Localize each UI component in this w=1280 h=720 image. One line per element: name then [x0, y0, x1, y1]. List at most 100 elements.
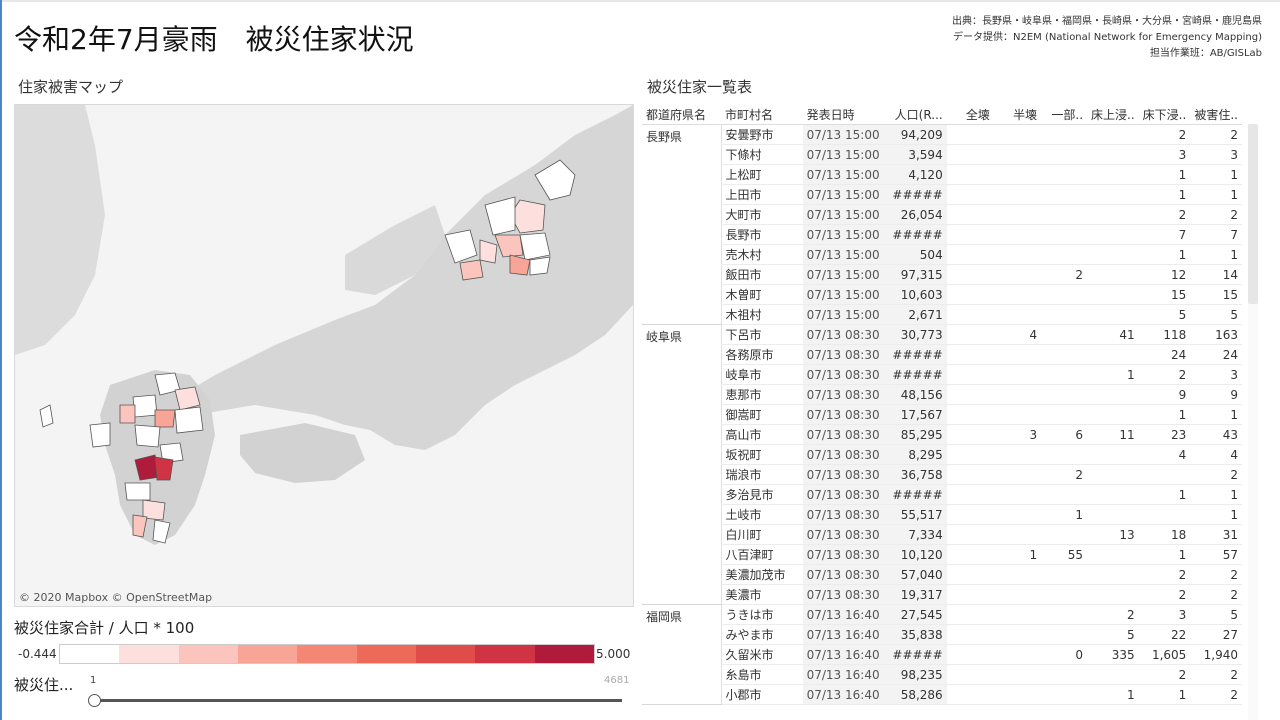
municipality-cell: 八百津町	[720, 544, 803, 565]
date-cell: 07/13 08:30	[802, 444, 884, 465]
slider-max-value: 4681	[604, 675, 630, 686]
table-row[interactable]: 飯田市 07/13 15:00 97,315 2 12 14	[642, 264, 1242, 285]
value-cell: 7	[1138, 224, 1191, 245]
date-cell: 07/13 08:30	[802, 384, 884, 405]
table-row[interactable]: 木曽町 07/13 15:00 10,603 15 15	[642, 284, 1242, 305]
value-cell: 3	[993, 424, 1042, 445]
value-cell	[946, 284, 994, 305]
date-cell: 07/13 15:00	[802, 124, 884, 145]
value-cell	[1087, 244, 1139, 265]
date-cell: 07/13 15:00	[802, 304, 884, 325]
table-row[interactable]: 坂祝町 07/13 08:30 8,295 4 4	[642, 444, 1242, 465]
page-title: 令和2年7月豪雨 被災住家状況	[14, 23, 414, 56]
value-cell: 3	[1190, 144, 1242, 165]
value-cell	[946, 164, 994, 185]
table-row[interactable]: 久留米市 07/13 16:40 ##### 0 335 1,605 1,940	[642, 644, 1242, 665]
value-cell: #####	[883, 484, 947, 505]
table-row[interactable]: 美濃市 07/13 08:30 19,317 2 2	[642, 584, 1242, 605]
column-header[interactable]: 市町村名	[721, 104, 803, 125]
value-cell: 13	[1087, 524, 1139, 545]
table-row[interactable]: 上田市 07/13 15:00 ##### 1 1	[642, 184, 1242, 205]
table-scroll-track[interactable]	[1248, 124, 1258, 720]
column-header[interactable]: 都道府県名	[642, 104, 721, 125]
municipality-cell: 糸島市	[720, 664, 803, 685]
value-cell: 1	[1138, 164, 1191, 185]
value-cell: 5	[1087, 624, 1139, 645]
table-row[interactable]: 売木村 07/13 15:00 504 1 1	[642, 244, 1242, 265]
value-cell: 10,120	[883, 544, 947, 565]
table-row[interactable]: 美濃加茂市 07/13 08:30 57,040 2 2	[642, 564, 1242, 585]
map-section-title: 住家被害マップ	[18, 78, 124, 96]
municipality-cell: 坂祝町	[720, 444, 803, 465]
table-row[interactable]: 各務原市 07/13 08:30 ##### 24 24	[642, 344, 1242, 365]
value-cell	[1041, 404, 1088, 425]
slider-track[interactable]	[94, 699, 622, 702]
table-row[interactable]: 長野県 安曇野市 07/13 15:00 94,209 2 2	[642, 124, 1242, 325]
value-cell: 2	[1138, 584, 1191, 605]
value-cell: 1	[1190, 184, 1242, 205]
table-row[interactable]: 高山市 07/13 08:30 85,295 3 6 11 23 43	[642, 424, 1242, 445]
table-row[interactable]: 瑞浪市 07/13 08:30 36,758 2 2	[642, 464, 1242, 485]
table-row[interactable]: 糸島市 07/13 16:40 98,235 2 2	[642, 664, 1242, 685]
value-cell: 1,940	[1190, 644, 1242, 665]
table-row[interactable]: 長野市 07/13 15:00 ##### 7 7	[642, 224, 1242, 245]
value-cell	[1041, 144, 1088, 165]
damage-map[interactable]: © 2020 Mapbox © OpenStreetMap	[14, 104, 634, 607]
value-cell: 48,156	[883, 384, 947, 405]
column-header[interactable]: 被害住..	[1190, 104, 1242, 125]
value-cell	[1041, 184, 1088, 205]
value-cell: 1	[1190, 484, 1242, 505]
value-cell	[946, 524, 994, 545]
value-cell	[1041, 684, 1088, 705]
date-cell: 07/13 16:40	[802, 664, 884, 685]
table-row[interactable]: 大町市 07/13 15:00 26,054 2 2	[642, 204, 1242, 225]
column-header[interactable]: 発表日時	[802, 104, 884, 125]
column-header[interactable]: 床下浸..	[1138, 104, 1191, 125]
column-header[interactable]: 床上浸..	[1087, 104, 1139, 125]
value-cell: 4,120	[883, 164, 947, 185]
value-cell: 4	[1138, 444, 1191, 465]
municipality-cell: 土岐市	[720, 504, 803, 525]
column-header[interactable]: 一部..	[1041, 104, 1088, 125]
table-row[interactable]: 多治見市 07/13 08:30 ##### 1 1	[642, 484, 1242, 505]
table-row[interactable]: 木祖村 07/13 15:00 2,671 5 5	[642, 304, 1242, 325]
table-row[interactable]: 上松町 07/13 15:00 4,120 1 1	[642, 164, 1242, 185]
column-header[interactable]: 全壊	[946, 104, 994, 125]
table-row[interactable]: 岐阜県 下呂市 07/13 08:30 30,773 4 41 118 163	[642, 324, 1242, 605]
column-header[interactable]: 半壊	[993, 104, 1042, 125]
value-cell: 5	[1138, 304, 1191, 325]
table-row[interactable]: 岐阜市 07/13 08:30 ##### 1 2 3	[642, 364, 1242, 385]
slider-handle[interactable]	[88, 694, 101, 707]
value-cell: 2	[1138, 364, 1191, 385]
value-cell: 5	[1190, 604, 1242, 625]
value-cell	[1041, 244, 1088, 265]
value-cell	[993, 464, 1042, 485]
value-cell: 94,209	[883, 124, 947, 145]
table-row[interactable]: みやま市 07/13 16:40 35,838 5 22 27	[642, 624, 1242, 645]
table-row[interactable]: 福岡県 うきは市 07/13 16:40 27,545 2 3 5	[642, 604, 1242, 705]
column-header[interactable]: 人口(R...	[883, 104, 947, 125]
table-row[interactable]: 恵那市 07/13 08:30 48,156 9 9	[642, 384, 1242, 405]
table-row[interactable]: 御嵩町 07/13 08:30 17,567 1 1	[642, 404, 1242, 425]
value-cell	[946, 444, 994, 465]
table-scrollbar-thumb[interactable]	[1248, 124, 1258, 304]
table-row[interactable]: 白川町 07/13 08:30 7,334 13 18 31	[642, 524, 1242, 545]
date-cell: 07/13 15:00	[802, 204, 884, 225]
damage-table[interactable]: 都道府県名 市町村名 発表日時 人口(R... 全壊 半壊 一部.. 床上浸.. 床下浸.. 被害…	[642, 104, 1242, 720]
municipality-cell: 大町市	[720, 204, 803, 225]
table-row[interactable]: 土岐市 07/13 08:30 55,517 1 1	[642, 504, 1242, 525]
map-attribution: © 2020 Mapbox © OpenStreetMap	[19, 591, 213, 604]
value-cell: 19,317	[883, 584, 947, 605]
value-cell	[1041, 604, 1088, 625]
table-row[interactable]: 八百津町 07/13 08:30 10,120 1 55 1 57	[642, 544, 1242, 565]
value-cell	[993, 184, 1042, 205]
value-cell	[946, 464, 994, 485]
value-cell: 31	[1190, 524, 1242, 545]
value-cell	[946, 184, 994, 205]
date-cell: 07/13 15:00	[802, 164, 884, 185]
value-cell: 4	[993, 324, 1042, 345]
table-row[interactable]: 小郡市 07/13 16:40 58,286 1 1 2	[642, 684, 1242, 705]
table-row[interactable]: 下條村 07/13 15:00 3,594 3 3	[642, 144, 1242, 165]
kyushu-municipalities	[39, 372, 204, 544]
value-cell	[993, 164, 1042, 185]
